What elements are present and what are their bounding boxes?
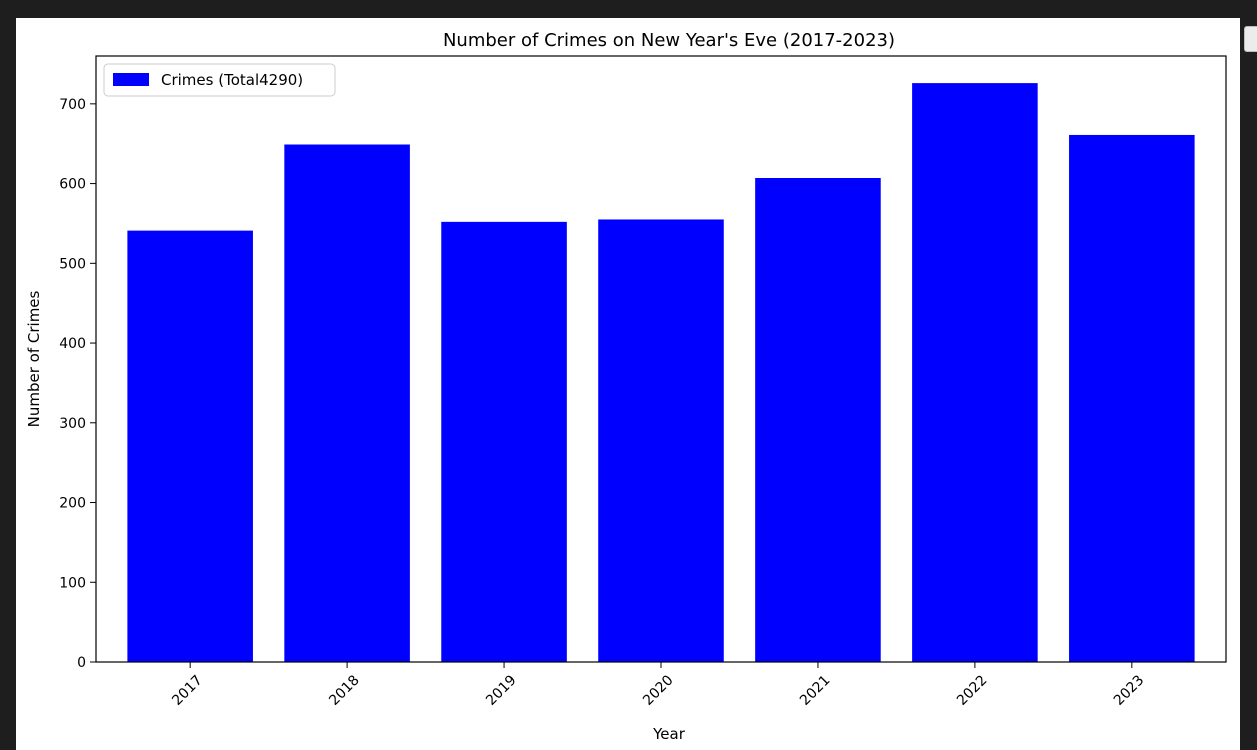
y-tick-label: 100 [59,575,86,591]
x-tick-label: 2018 [326,672,363,709]
y-axis-label: Number of Crimes [25,290,43,427]
chart-title: Number of Crimes on New Year's Eve (2017… [443,30,895,51]
x-axis: 2017 2018 2019 2020 2021 2022 2023 [169,662,1147,709]
y-tick-label: 400 [59,336,86,352]
bars-group [127,83,1195,663]
y-axis: 0 100 200 300 400 500 600 700 [59,97,96,671]
y-tick-label: 200 [59,496,86,512]
legend-label: Crimes (Total4290) [161,71,303,89]
bar-2022 [912,83,1038,662]
y-tick-label: 600 [59,177,86,193]
bar-chart: Number of Crimes on New Year's Eve (2017… [25,30,1227,743]
y-tick-label: 0 [77,655,86,671]
x-axis-label: Year [652,725,686,743]
side-panel-tab[interactable] [1244,26,1257,52]
bar-2018 [284,144,410,662]
legend-box [103,63,336,97]
x-tick-label: 2019 [483,672,520,709]
bar-2017 [127,230,253,662]
x-tick-label: 2020 [640,672,677,709]
y-tick-label: 300 [59,416,86,432]
chart-figure: Number of Crimes on New Year's Eve (2017… [16,18,1240,750]
x-tick-label: 2022 [954,672,991,709]
x-tick-label: 2017 [169,672,206,709]
bar-2023 [1069,134,1195,663]
y-tick-label: 500 [59,256,86,272]
x-tick-label: 2021 [797,672,834,709]
legend-swatch [113,73,149,86]
bar-2021 [755,177,881,662]
plot-frame [95,55,1227,663]
legend: Crimes (Total4290) [103,63,336,97]
bar-2019 [441,221,567,662]
x-tick-label: 2023 [1111,672,1148,709]
bar-2020 [598,219,724,663]
y-tick-label: 700 [59,97,86,113]
